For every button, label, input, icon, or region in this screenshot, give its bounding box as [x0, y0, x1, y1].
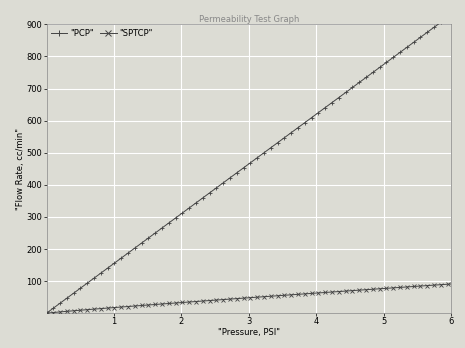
Y-axis label: "Flow Rate, cc/min": "Flow Rate, cc/min": [16, 128, 25, 210]
X-axis label: "Pressure, PSI": "Pressure, PSI": [218, 328, 280, 337]
Legend: "PCP", "SPTCP": "PCP", "SPTCP": [49, 27, 154, 39]
Title: Permeability Test Graph: Permeability Test Graph: [199, 15, 299, 24]
